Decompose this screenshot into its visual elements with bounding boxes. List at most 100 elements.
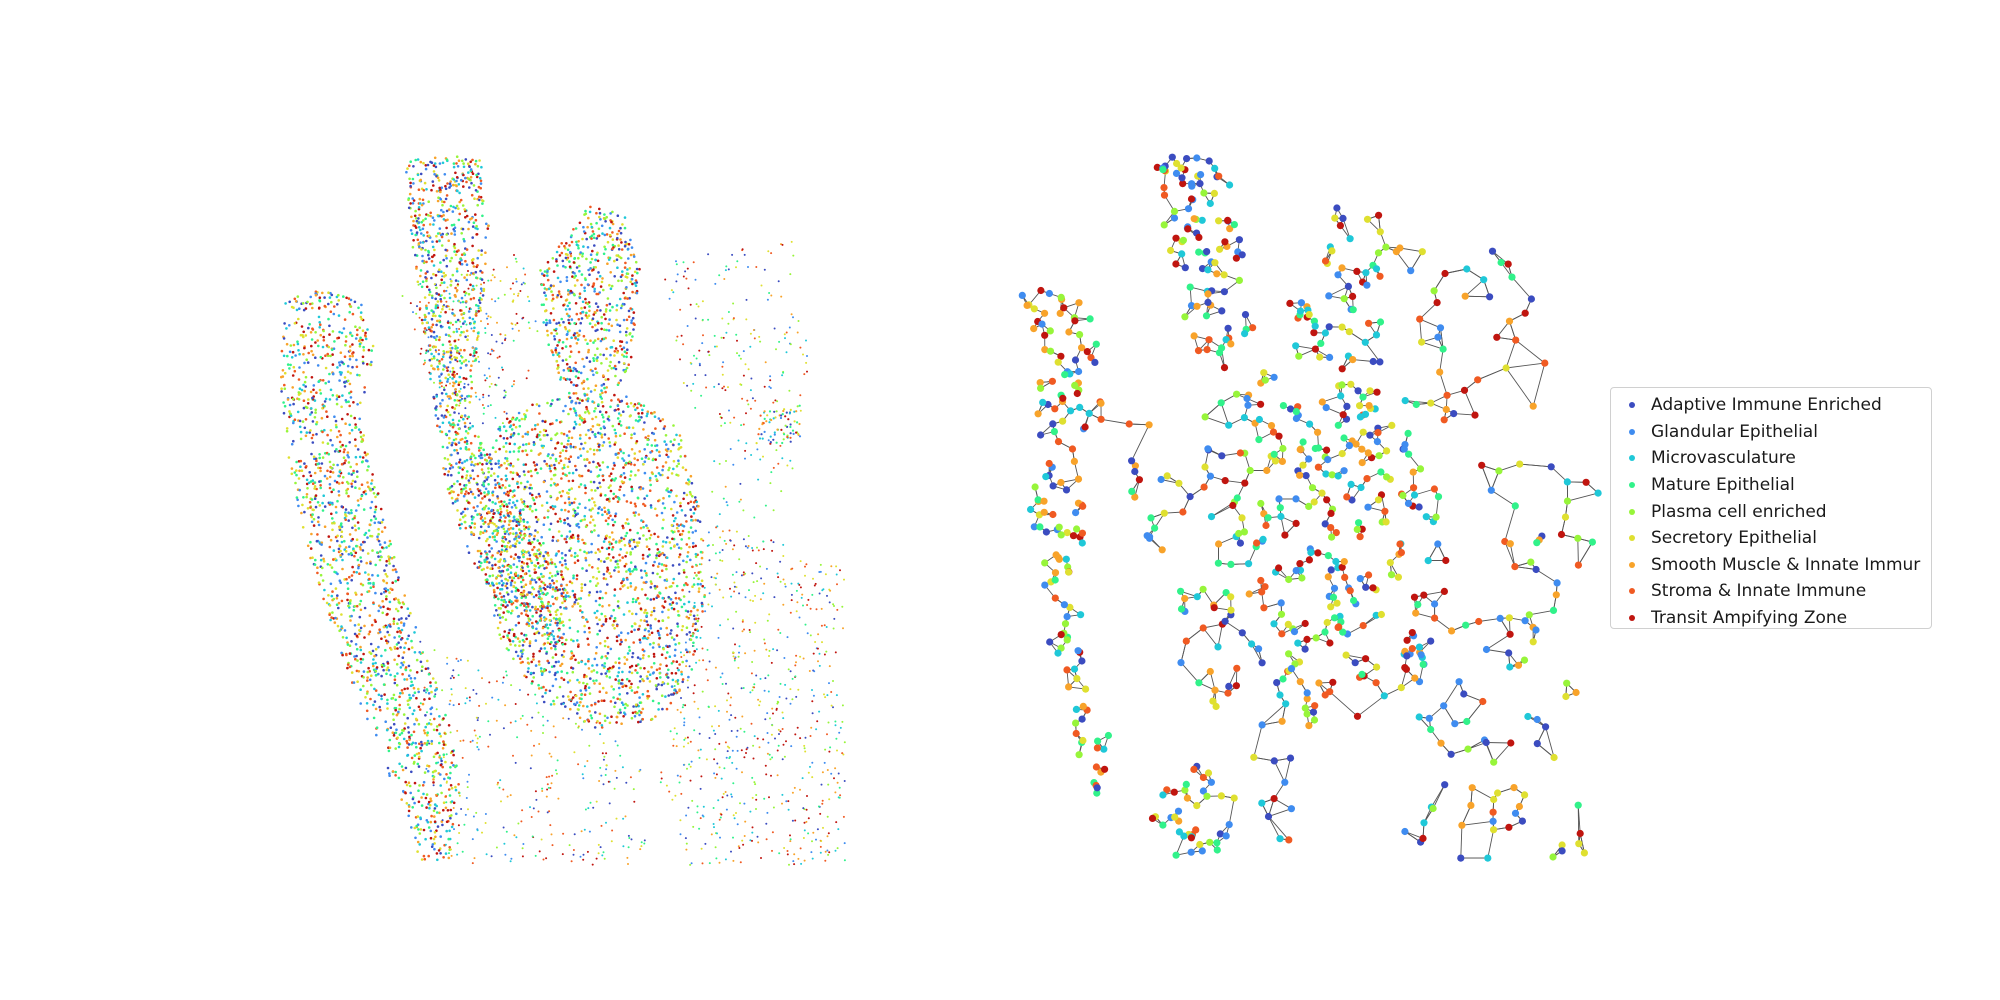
- left-scatter-point: [592, 448, 596, 452]
- left-scatter-point: [639, 404, 643, 407]
- left-scatter-point: [498, 429, 502, 432]
- left-scatter-point: [524, 534, 527, 537]
- left-scatter-point: [464, 526, 468, 530]
- left-scatter-point: [321, 456, 325, 459]
- left-scatter-point: [649, 598, 653, 601]
- left-scatter-point: [408, 698, 411, 702]
- left-scatter-point: [374, 689, 378, 692]
- left-scatter-point: [629, 561, 633, 564]
- left-scatter-point: [478, 176, 482, 180]
- left-scatter-point: [505, 492, 508, 496]
- left-scatter-point: [309, 302, 312, 306]
- left-scatter-point: [531, 541, 534, 544]
- left-scatter-point: [345, 577, 348, 581]
- left-scatter-point: [648, 680, 652, 683]
- left-scatter-point: [289, 414, 293, 418]
- left-scatter-point: [564, 588, 567, 592]
- left-scatter-point: [310, 344, 313, 348]
- left-scatter-point: [648, 643, 652, 646]
- left-scatter-point: [589, 580, 592, 583]
- left-scatter-point: [407, 726, 410, 729]
- left-scatter-point: [341, 361, 344, 364]
- left-scatter-point: [652, 432, 656, 436]
- left-scatter-point: [530, 592, 534, 596]
- left-scatter-point: [339, 433, 342, 437]
- left-scatter-point: [311, 353, 315, 357]
- left-scatter-point: [501, 616, 505, 619]
- left-scatter-point: [578, 681, 581, 684]
- left-scatter-point: [685, 615, 689, 619]
- left-scatter-point: [441, 203, 444, 207]
- left-scatter-point: [452, 753, 455, 757]
- left-scatter-point: [442, 808, 445, 812]
- left-scatter-point: [573, 595, 577, 599]
- left-scatter-point: [341, 481, 344, 485]
- left-scatter-point: [480, 249, 484, 252]
- left-scatter-point: [570, 655, 574, 659]
- left-scatter-point: [313, 497, 317, 501]
- left-scatter-point: [488, 511, 491, 514]
- left-scatter-point: [636, 406, 639, 410]
- left-scatter-point: [429, 214, 432, 218]
- left-scatter-point: [439, 405, 442, 408]
- left-scatter-point: [576, 554, 579, 558]
- left-scatter-point: [522, 520, 526, 523]
- left-scatter-point: [377, 532, 380, 536]
- left-scatter-point: [428, 803, 432, 807]
- left-scatter-point: [432, 170, 436, 173]
- left-scatter-point: [413, 677, 417, 680]
- left-scatter-point: [611, 546, 615, 549]
- left-scatter-point: [356, 448, 360, 451]
- left-scatter-point: [460, 512, 463, 515]
- left-scatter-point: [509, 489, 512, 493]
- left-scatter-point: [546, 585, 549, 588]
- left-scatter-point: [305, 358, 309, 362]
- left-scatter-point: [612, 497, 615, 500]
- left-scatter-point: [337, 336, 341, 340]
- left-scatter-point: [418, 651, 422, 654]
- left-scatter-point: [302, 371, 305, 374]
- left-scatter-point: [663, 425, 667, 428]
- left-scatter-point: [617, 666, 621, 670]
- left-scatter-point: [384, 587, 388, 590]
- left-scatter-point: [371, 649, 375, 653]
- left-scatter-point: [551, 422, 554, 425]
- left-scatter-point: [545, 560, 548, 563]
- left-scatter-point: [451, 406, 454, 409]
- left-scatter-point: [359, 315, 363, 319]
- left-scatter-point: [309, 413, 312, 416]
- left-scatter-point: [475, 303, 478, 307]
- left-scatter-point: [528, 574, 532, 578]
- left-scatter-point: [359, 688, 362, 691]
- left-scatter-point: [463, 276, 466, 279]
- left-scatter-point: [425, 279, 428, 283]
- left-scatter-point: [354, 423, 357, 426]
- left-scatter-point: [586, 637, 589, 641]
- left-scatter-point: [550, 402, 553, 406]
- left-scatter-point: [416, 173, 420, 177]
- left-scatter-point: [464, 364, 468, 367]
- left-scatter-point: [687, 675, 690, 679]
- left-scatter-point: [560, 570, 563, 573]
- left-scatter-point: [468, 488, 472, 491]
- left-scatter-point: [366, 676, 369, 679]
- left-scatter-point: [319, 554, 323, 557]
- left-scatter-point: [426, 270, 429, 274]
- left-scatter-point: [625, 551, 629, 554]
- left-scatter-point: [553, 562, 557, 566]
- left-scatter-point: [588, 498, 591, 502]
- left-scatter-point: [562, 678, 566, 681]
- left-scatter-point: [316, 533, 319, 536]
- left-scatter-point: [439, 324, 443, 328]
- left-scatter-point: [477, 435, 480, 439]
- left-scatter-point: [629, 402, 633, 405]
- left-scatter-point: [433, 820, 437, 823]
- left-scatter-point: [534, 564, 537, 568]
- left-scatter-point: [572, 407, 576, 410]
- left-scatter-point: [581, 399, 584, 402]
- left-scatter-point: [407, 781, 411, 784]
- left-scatter-point: [480, 561, 483, 565]
- left-scatter-point: [647, 670, 650, 674]
- left-scatter-point: [660, 569, 664, 572]
- left-scatter-point: [432, 330, 436, 334]
